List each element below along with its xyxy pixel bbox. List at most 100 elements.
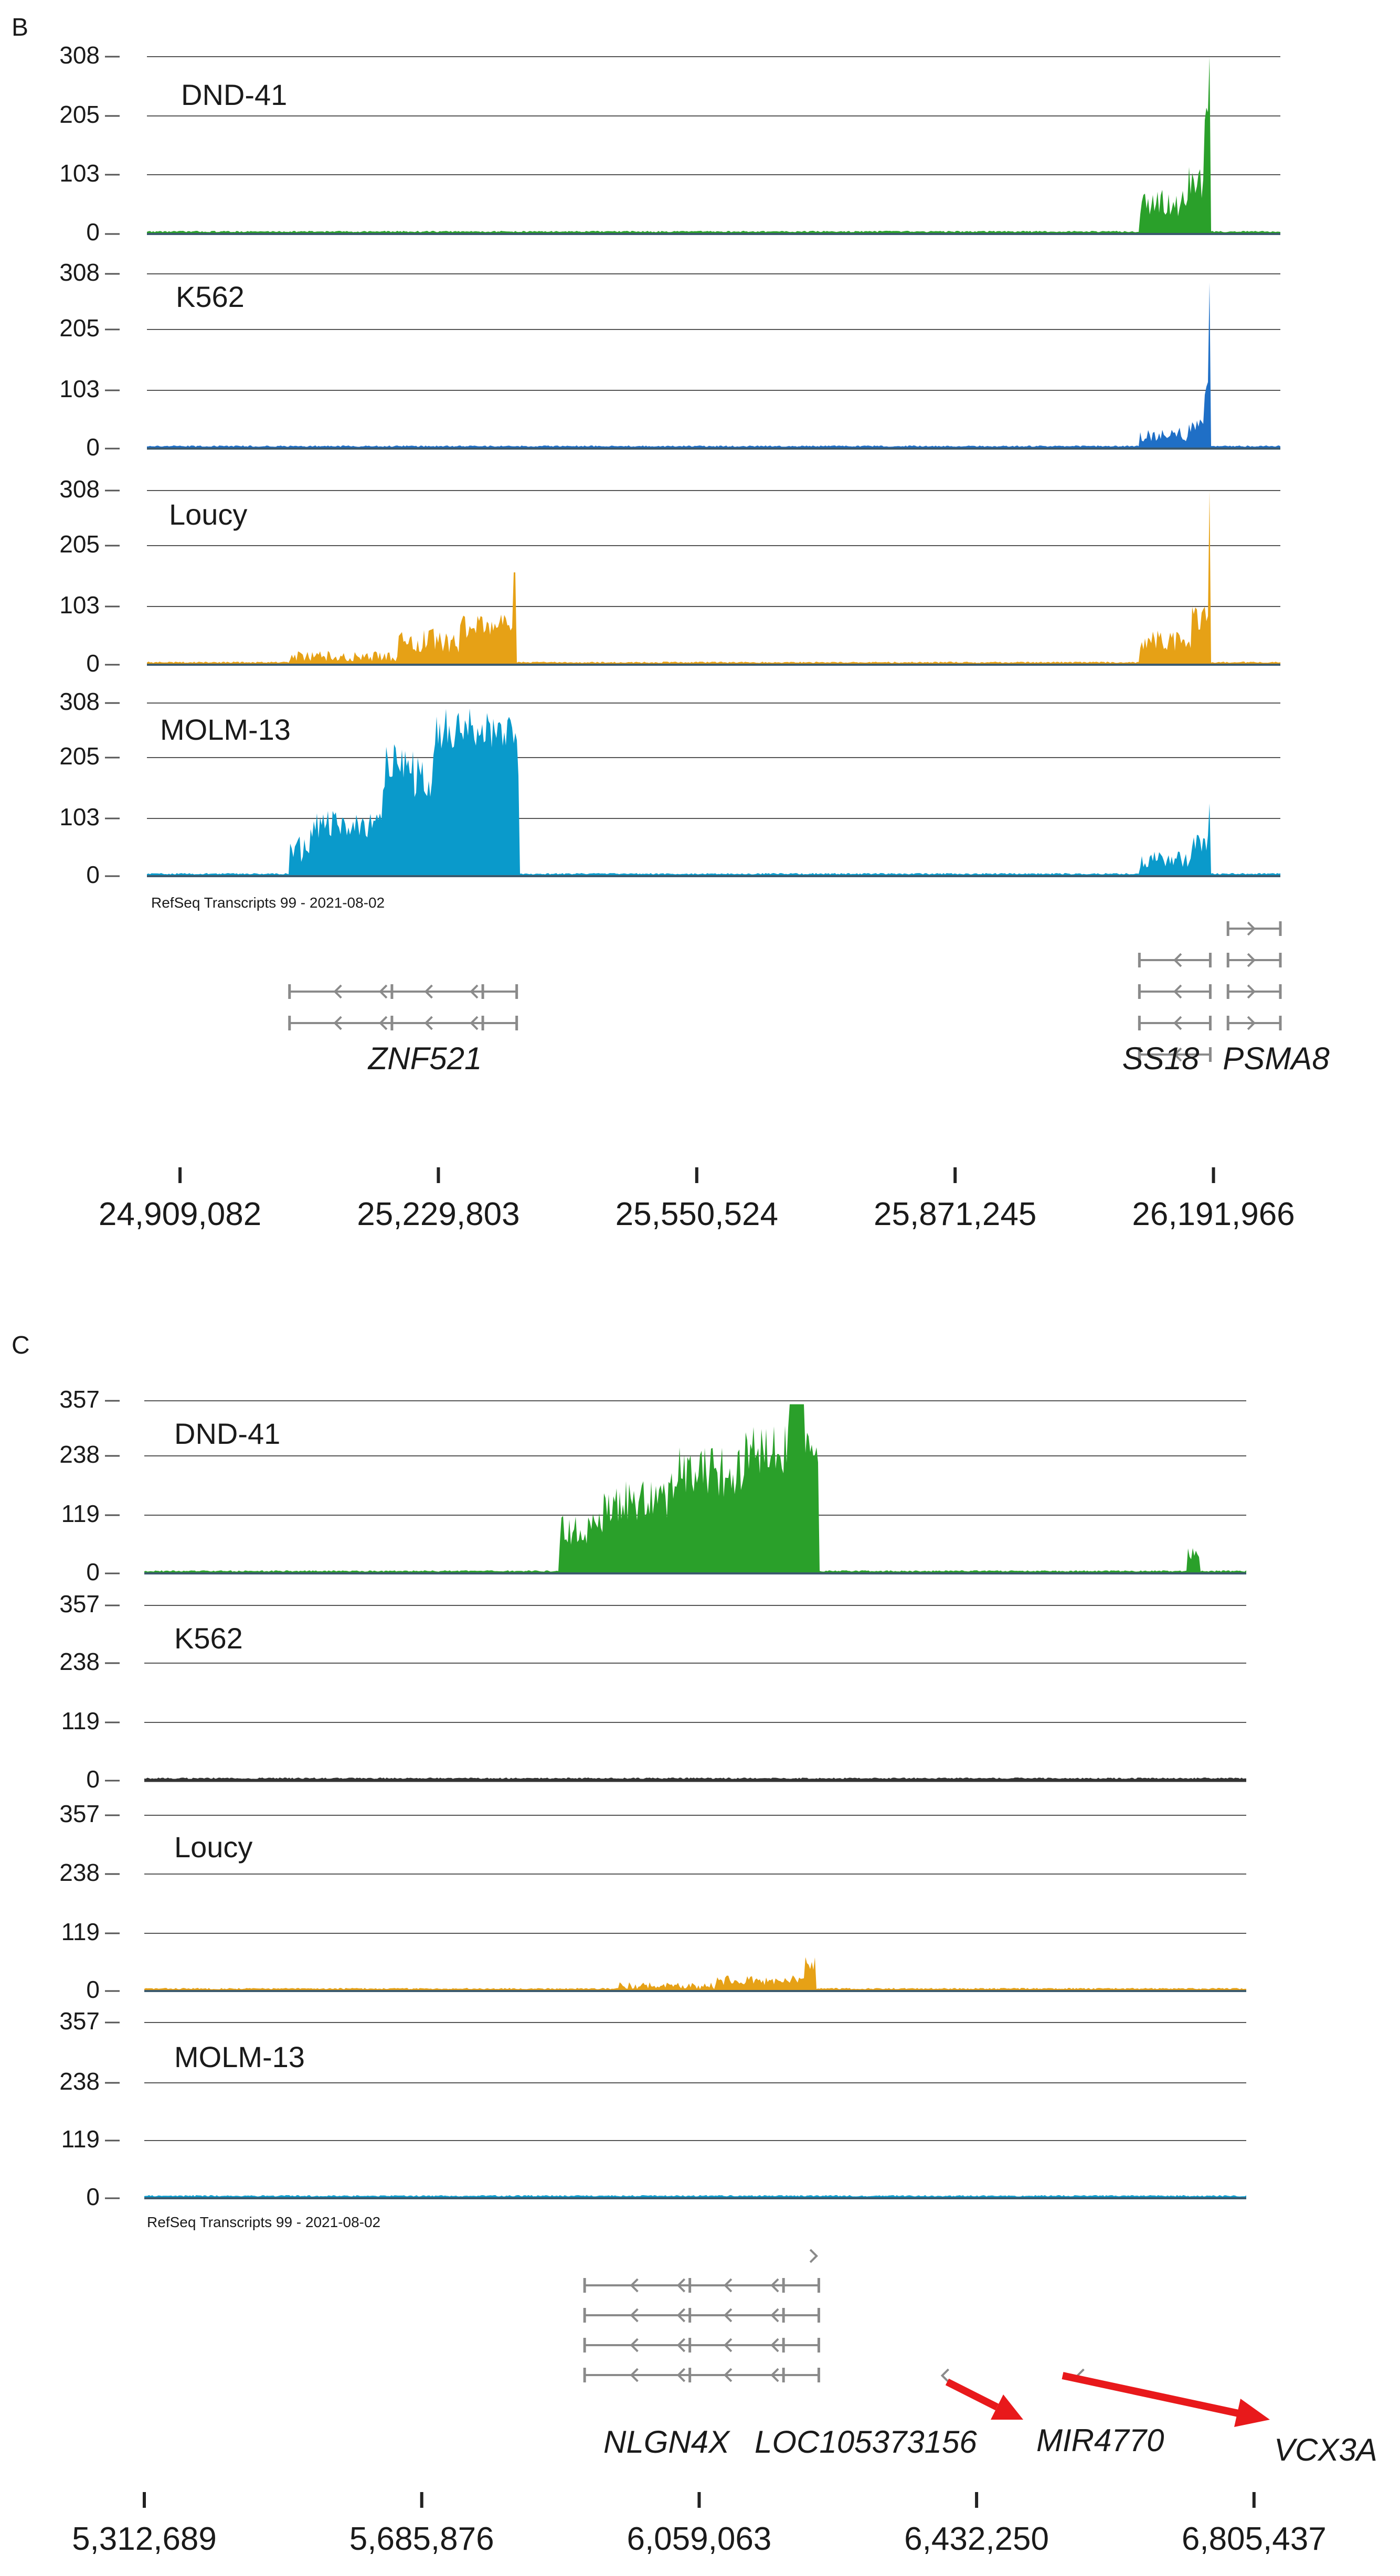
y-tick-label: 238 xyxy=(59,1441,100,1468)
strand-arrow xyxy=(630,2368,639,2382)
strand-arrow xyxy=(1173,1047,1182,1062)
refseq-label: RefSeq Transcripts 99 - 2021-08-02 xyxy=(151,895,385,911)
gene-model-nlgn4x xyxy=(583,2278,820,2382)
x-tick-label: 5,685,876 xyxy=(349,2521,494,2557)
y-tick-label: 119 xyxy=(61,1918,100,1945)
track-name: K562 xyxy=(174,1622,243,1655)
refseq-label: RefSeq Transcripts 99 - 2021-08-02 xyxy=(147,2214,380,2230)
track-c-k562: 357 238 119 0 K562 xyxy=(59,1590,1246,1793)
y-tick-label: 238 xyxy=(59,1859,100,1886)
coverage-area xyxy=(147,491,1280,665)
strand-arrow xyxy=(770,2338,779,2353)
genomic-axis-c: 5,312,689 5,685,876 6,059,063 6,432,250 … xyxy=(72,2492,1327,2557)
y-tick-label: 0 xyxy=(86,433,100,461)
track-b-molm13: 308 205 103 0 MOLM-13 xyxy=(59,688,1280,888)
gene-label-vcx3a: VCX3A xyxy=(1274,2432,1377,2467)
gene-model-mir4770 xyxy=(940,2368,949,2383)
arrow-vcx3a-shaft xyxy=(1062,2372,1239,2417)
panel-c: C 357 238 119 0 DND-41 xyxy=(12,1332,1377,2557)
gene-model-znf521 xyxy=(288,984,518,1030)
track-name: DND-41 xyxy=(174,1417,280,1450)
y-tick-label: 0 xyxy=(86,1558,100,1585)
coverage-area xyxy=(147,57,1280,234)
gene-track xyxy=(288,921,1282,1062)
gene-label-loc105373156: LOC105373156 xyxy=(755,2424,977,2460)
strand-arrow xyxy=(724,2338,733,2353)
strand-arrow xyxy=(1173,984,1182,999)
strand-arrow xyxy=(470,984,479,999)
strand-arrow xyxy=(424,1016,433,1030)
signal-area xyxy=(147,282,1280,449)
y-tick-label: 119 xyxy=(61,1500,100,1527)
gene-label-mir4770: MIR4770 xyxy=(1036,2423,1164,2458)
strand-arrow xyxy=(1173,953,1182,967)
signal-area xyxy=(144,1957,1246,1991)
track-name: Loucy xyxy=(174,1830,252,1864)
y-tick-label: 119 xyxy=(61,2125,100,2153)
x-tick-label: 25,871,245 xyxy=(874,1196,1036,1232)
gene-label-znf521: ZNF521 xyxy=(367,1041,482,1076)
track-c-dnd41: 357 238 119 0 DND-41 xyxy=(59,1386,1246,1585)
y-tick-label: 308 xyxy=(59,41,100,69)
y-tick-label: 103 xyxy=(59,375,100,402)
strand-arrow xyxy=(1247,921,1256,936)
strand-arrow xyxy=(724,2308,733,2323)
track-name: DND-41 xyxy=(181,78,287,111)
strand-arrow xyxy=(770,2308,779,2323)
strand-arrow xyxy=(809,2249,818,2263)
strand-arrow xyxy=(676,2278,686,2293)
arrow-vcx3a-head xyxy=(1234,2399,1270,2427)
strand-arrow xyxy=(770,2278,779,2293)
gene-label-ss18: SS18 xyxy=(1122,1041,1200,1076)
gene-model-ss18 xyxy=(1138,953,1212,1062)
x-tick-label: 25,229,803 xyxy=(357,1196,519,1232)
strand-arrow xyxy=(770,2368,779,2382)
x-tick-label: 6,059,063 xyxy=(627,2521,771,2557)
gene-model-loc105373156 xyxy=(809,2249,818,2263)
red-arrows xyxy=(945,2372,1270,2427)
strand-arrow xyxy=(676,2308,686,2323)
strand-arrow xyxy=(333,984,342,999)
gene-label-psma8: PSMA8 xyxy=(1223,1041,1330,1076)
y-tick-label: 205 xyxy=(59,314,100,342)
x-tick-label: 25,550,524 xyxy=(616,1196,778,1232)
strand-arrow xyxy=(1247,984,1256,999)
strand-arrow xyxy=(1247,953,1256,967)
x-tick-label: 24,909,082 xyxy=(99,1196,261,1232)
gridlines xyxy=(147,273,1280,391)
arrow-mir4770-shaft xyxy=(945,2378,999,2411)
coverage-area xyxy=(147,282,1280,449)
y-tick-label: 0 xyxy=(86,1976,100,2003)
strand-arrow xyxy=(676,2338,686,2353)
track-b-loucy: 308 205 103 0 Loucy xyxy=(59,475,1280,677)
gridlines xyxy=(144,1605,1246,1723)
track-b-k562: 308 205 103 0 K562 xyxy=(59,259,1280,461)
arrow-mir4770-head xyxy=(991,2394,1023,2420)
x-tick-label: 6,805,437 xyxy=(1182,2521,1327,2557)
strand-arrow xyxy=(470,1016,479,1030)
signal-area xyxy=(144,1404,1246,1573)
strand-arrow xyxy=(333,1016,342,1030)
gridlines xyxy=(147,490,1280,607)
y-tick-label: 357 xyxy=(59,1386,100,1413)
strand-arrow xyxy=(724,2278,733,2293)
gene-track xyxy=(583,2249,1085,2383)
y-tick-label: 205 xyxy=(59,742,100,770)
track-name: K562 xyxy=(176,280,245,313)
track-c-molm13: 357 238 119 0 MOLM-13 xyxy=(59,2007,1246,2210)
strand-arrow xyxy=(424,984,433,999)
y-tick-label: 205 xyxy=(59,530,100,558)
panel-b: B 308 205 103 0 DND-41 xyxy=(12,14,1330,1232)
y-tick-label: 308 xyxy=(59,259,100,286)
strand-arrow xyxy=(1173,1016,1182,1030)
y-tick-label: 357 xyxy=(59,2007,100,2035)
strand-arrow xyxy=(940,2368,949,2383)
y-tick-label: 205 xyxy=(59,101,100,128)
track-name: MOLM-13 xyxy=(160,713,291,746)
strand-arrow xyxy=(379,1016,388,1030)
strand-arrow xyxy=(724,2368,733,2382)
signal-area xyxy=(147,708,1280,876)
gene-label-nlgn4x: NLGN4X xyxy=(603,2424,730,2460)
strand-arrow xyxy=(1247,1016,1256,1030)
